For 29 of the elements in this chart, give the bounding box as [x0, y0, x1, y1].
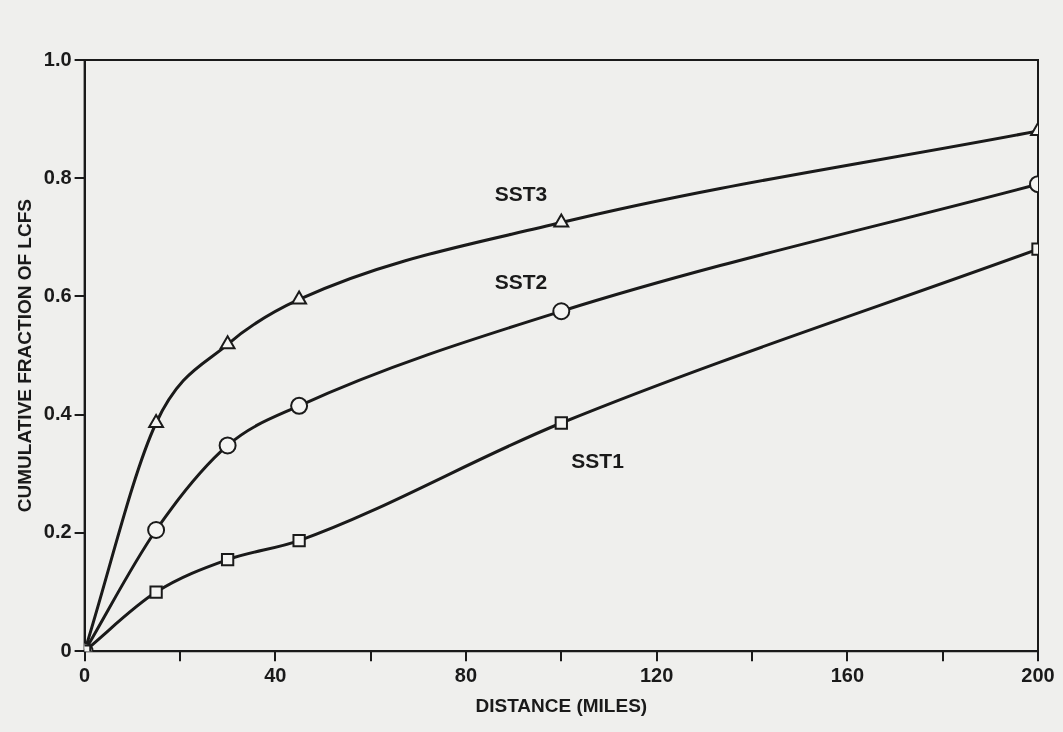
y-tick-label: 0.2 — [43, 520, 72, 543]
x-tick-label: 80 — [454, 663, 478, 686]
point — [552, 302, 571, 321]
point — [149, 585, 163, 599]
series-label: SST3 — [494, 181, 548, 205]
x-tick-label: 160 — [830, 663, 865, 686]
y-tick-label: 0 — [60, 638, 72, 661]
x-tick-label: 40 — [264, 663, 287, 686]
point — [148, 414, 165, 428]
point — [147, 521, 166, 539]
point — [220, 552, 235, 567]
x-axis-title: DISTANCE (MILES) — [475, 694, 648, 716]
x-tick-label: 0 — [79, 663, 91, 686]
point — [218, 436, 237, 455]
y-tick-label: 0.8 — [43, 165, 72, 188]
point — [219, 335, 236, 350]
series-label: SST2 — [494, 270, 548, 294]
y-tick-label: 1.0 — [43, 47, 72, 70]
point — [291, 290, 308, 305]
y-axis-title: CUMULATIVE FRACTION OF LCFS — [13, 199, 35, 513]
point — [292, 533, 306, 548]
y-tick-label: 0.4 — [43, 402, 73, 425]
x-tick-label: 120 — [639, 663, 674, 686]
point — [290, 396, 309, 415]
point — [553, 213, 570, 228]
x-tick-label: 200 — [1021, 663, 1055, 686]
point — [554, 416, 568, 430]
series-label: SST1 — [571, 449, 625, 472]
y-tick-label: 0.6 — [43, 284, 72, 306]
